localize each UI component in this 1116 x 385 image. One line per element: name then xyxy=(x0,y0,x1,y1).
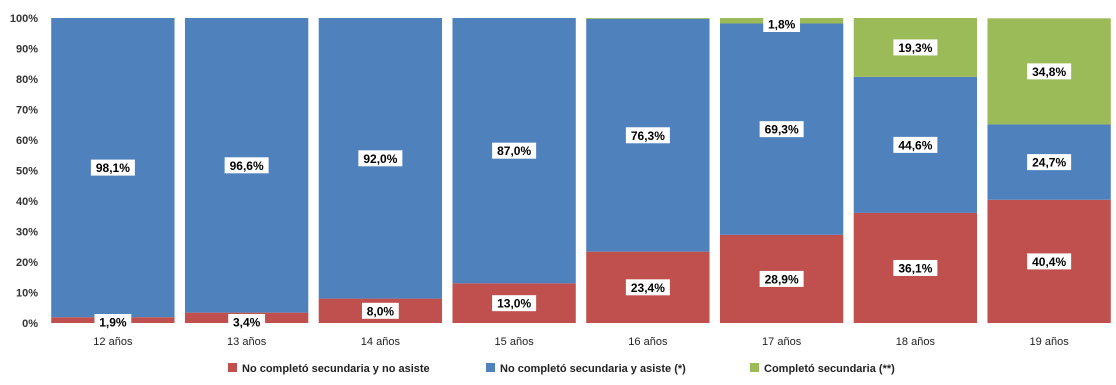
data-label-box xyxy=(893,39,938,56)
data-label-box xyxy=(361,302,399,319)
y-tick-label: 0% xyxy=(22,318,38,330)
data-label: 36,1% xyxy=(898,261,932,275)
x-tick-label: 12 años xyxy=(93,336,133,348)
data-label: 23,4% xyxy=(631,281,665,295)
data-label-box xyxy=(492,142,537,159)
y-tick-label: 50% xyxy=(16,166,38,178)
bar-segment xyxy=(586,18,710,19)
legend-label: No completó secundaria y asiste (*) xyxy=(500,363,686,375)
x-tick-label: 15 años xyxy=(495,336,535,348)
data-label-box xyxy=(224,157,269,174)
y-tick-label: 40% xyxy=(16,196,38,208)
data-labels: 1,9% 98,1% 3,4% 96,6% 8,0% 92,0% 13,0% 87,0% 23,… xyxy=(90,16,1072,330)
data-label-box xyxy=(1027,63,1072,80)
data-label: 1,8% xyxy=(768,18,796,32)
y-tick-label: 60% xyxy=(16,135,38,147)
data-label: 28,9% xyxy=(765,272,799,286)
data-label: 1,9% xyxy=(99,316,127,330)
bars xyxy=(51,18,1111,323)
data-label-box xyxy=(228,314,266,330)
data-label: 19,3% xyxy=(898,41,932,55)
data-label-box xyxy=(1027,253,1072,270)
y-axis: 0% 10% 20% 30% 40% 50% 60% 70% 80% 90% 100% xyxy=(10,13,38,330)
data-label: 40,4% xyxy=(1032,255,1066,269)
y-tick-label: 20% xyxy=(16,257,38,269)
data-label-box xyxy=(893,259,938,276)
legend-label: Completó secundaria (**) xyxy=(764,363,895,375)
data-label-box xyxy=(763,16,801,32)
x-axis: 12 años 13 años 14 años 15 años 16 años 17 añ… xyxy=(93,336,1069,348)
legend-swatch xyxy=(228,363,237,372)
data-label: 13,0% xyxy=(497,297,531,311)
legend-swatch xyxy=(486,363,495,372)
x-tick-label: 14 años xyxy=(361,336,401,348)
data-label: 8,0% xyxy=(367,304,395,318)
data-label-box xyxy=(625,279,670,296)
y-tick-label: 100% xyxy=(10,13,38,25)
legend-swatch xyxy=(750,363,759,372)
y-tick-label: 10% xyxy=(16,288,38,300)
legend-label: No completó secundaria y no asiste xyxy=(242,363,430,375)
data-label-box xyxy=(90,159,135,176)
data-label: 44,6% xyxy=(898,138,932,152)
y-tick-label: 70% xyxy=(16,105,38,117)
legend: No completó secundaria y no asiste No com… xyxy=(228,363,895,375)
data-label-box xyxy=(893,136,938,153)
data-label: 96,6% xyxy=(230,159,264,173)
y-tick-label: 80% xyxy=(16,74,38,86)
data-label-box xyxy=(759,121,804,138)
data-label: 98,1% xyxy=(96,161,130,175)
x-tick-label: 13 años xyxy=(227,336,267,348)
data-label: 76,3% xyxy=(631,129,665,143)
data-label: 69,3% xyxy=(765,123,799,137)
data-label: 24,7% xyxy=(1032,156,1066,170)
data-label: 87,0% xyxy=(497,144,531,158)
data-label-box xyxy=(759,270,804,287)
data-label-box xyxy=(358,150,403,167)
data-label: 34,8% xyxy=(1032,65,1066,79)
data-label-box xyxy=(492,295,537,312)
x-tick-label: 17 años xyxy=(762,336,802,348)
y-tick-label: 90% xyxy=(16,44,38,56)
x-tick-label: 16 años xyxy=(628,336,668,348)
data-label: 3,4% xyxy=(233,316,261,330)
data-label-box xyxy=(625,127,670,144)
x-tick-label: 19 años xyxy=(1030,336,1070,348)
y-tick-label: 30% xyxy=(16,227,38,239)
data-label-box xyxy=(1027,154,1072,171)
data-label: 92,0% xyxy=(363,152,397,166)
x-tick-label: 18 años xyxy=(896,336,936,348)
data-label-box xyxy=(94,314,132,330)
